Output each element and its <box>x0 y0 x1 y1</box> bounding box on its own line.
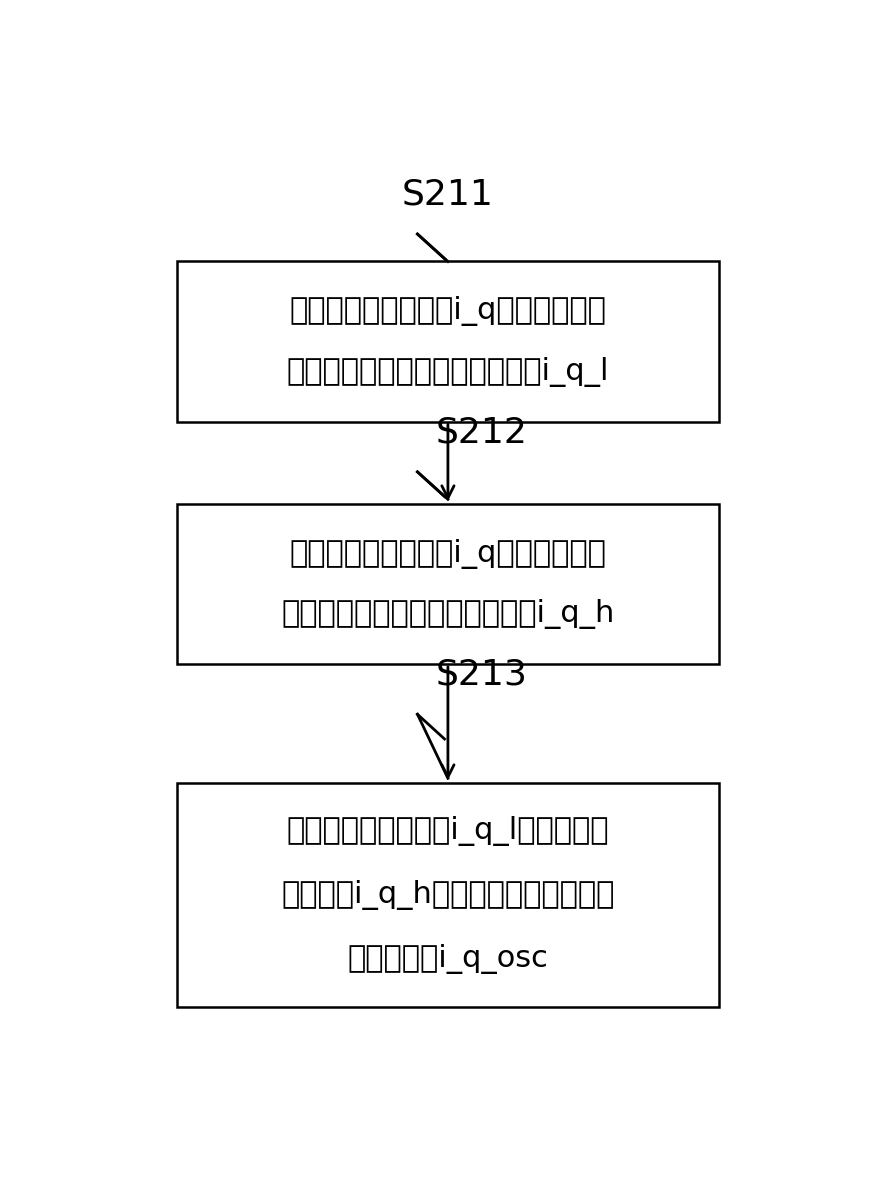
Text: S212: S212 <box>436 415 528 449</box>
Text: 将所述瞬时有功电流i_q通过第二有功: 将所述瞬时有功电流i_q通过第二有功 <box>289 538 607 569</box>
Text: 电流滤波器，得到第二有功分量i_q_h: 电流滤波器，得到第二有功分量i_q_h <box>281 599 614 630</box>
Text: 电流滤波器，得到第一有功分量i_q_l: 电流滤波器，得到第一有功分量i_q_l <box>287 356 609 387</box>
Text: 将所述瞬时有功电流i_q通过第一有功: 将所述瞬时有功电流i_q通过第一有功 <box>289 296 607 327</box>
Text: 有功分量i_q_h相减，得到所述瞬时有: 有功分量i_q_h相减，得到所述瞬时有 <box>281 880 614 910</box>
Text: S213: S213 <box>436 657 528 691</box>
Text: 将所述第一有功分量i_q_l与所述第二: 将所述第一有功分量i_q_l与所述第二 <box>287 816 609 846</box>
Bar <box>177 261 718 422</box>
Bar <box>177 783 718 1007</box>
Bar <box>177 504 718 664</box>
Text: 功振荡分量i_q_osc: 功振荡分量i_q_osc <box>348 944 548 974</box>
Text: S211: S211 <box>402 177 494 211</box>
